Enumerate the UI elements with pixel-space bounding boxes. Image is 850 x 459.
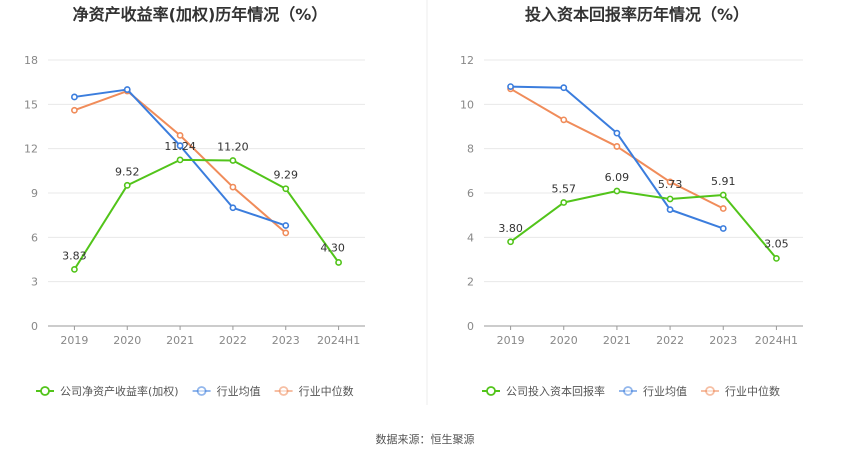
- legend-label: 公司投入资本回报率: [506, 384, 605, 398]
- legend-item[interactable]: 行业中位数: [274, 384, 354, 398]
- x-tick-label: 2021: [166, 334, 194, 347]
- legend-item[interactable]: 行业均值: [619, 385, 687, 398]
- y-tick-label: 6: [31, 231, 38, 244]
- data-point: [176, 131, 184, 139]
- legend-swatch-marker: [705, 386, 715, 396]
- legend-swatch-marker: [623, 386, 633, 396]
- data-point: [560, 199, 568, 206]
- legend-label: 行业中位数: [725, 384, 780, 398]
- y-tick-label: 6: [467, 187, 474, 200]
- roic-chart: 投入资本回报率历年情况（%） 0 2 4 6 8 10 12 2019 2020 2021 2022 2…: [460, 5, 803, 398]
- x-tick-label: 2024H1: [755, 334, 798, 347]
- data-point: [123, 86, 131, 93]
- data-label: 11.24: [164, 140, 196, 153]
- y-tick-label: 18: [24, 54, 38, 67]
- data-point: [176, 142, 184, 150]
- data-label: 3.05: [764, 237, 789, 250]
- legend-label: 行业中位数: [299, 384, 354, 398]
- x-tick-label: 2024H1: [317, 334, 360, 347]
- data-label: 5.73: [658, 178, 683, 191]
- y-tick-label: 9: [31, 187, 38, 200]
- y-tick-label: 15: [24, 98, 38, 111]
- data-label: 5.57: [552, 183, 577, 196]
- data-label: 9.29: [274, 169, 299, 182]
- data-point: [613, 129, 621, 137]
- chart-title: 投入资本回报率历年情况（%）: [525, 5, 749, 24]
- legend-item[interactable]: 行业中位数: [701, 384, 780, 398]
- y-tick-label: 12: [460, 54, 474, 67]
- legend-item[interactable]: 公司投入资本回报率: [482, 384, 605, 398]
- legend-label: 行业均值: [643, 385, 687, 398]
- x-tick-label: 2021: [603, 334, 631, 347]
- chart-title: 净资产收益率(加权)历年情况（%）: [73, 5, 328, 24]
- roe-chart: 净资产收益率(加权)历年情况（%） 0 3 6 9 12 15 18 2019 2020 2021 2…: [24, 5, 365, 398]
- x-tick-label: 2022: [656, 334, 684, 347]
- data-point: [560, 116, 568, 124]
- data-point: [719, 191, 727, 199]
- legend-label: 行业均值: [217, 385, 261, 398]
- data-label: 4.30: [320, 241, 345, 254]
- data-point: [613, 143, 621, 150]
- data-point: [229, 204, 237, 212]
- legend-swatch-marker: [40, 386, 50, 396]
- x-tick-label: 2022: [219, 334, 247, 347]
- data-point: [282, 222, 290, 229]
- x-tick-label: 2019: [60, 334, 88, 347]
- data-label: 9.52: [115, 165, 140, 178]
- x-tick-label: 2020: [113, 334, 141, 347]
- data-point: [71, 93, 78, 101]
- y-tick-label: 0: [31, 320, 38, 333]
- data-point: [560, 84, 568, 92]
- data-label: 5.91: [711, 175, 736, 188]
- data-point: [666, 178, 674, 186]
- data-point: [719, 205, 727, 212]
- data-point: [666, 195, 674, 203]
- x-tick-label: 2023: [709, 334, 737, 347]
- legend-item[interactable]: 公司净资产收益率(加权): [36, 384, 179, 398]
- y-tick-label: 3: [31, 276, 38, 289]
- data-label: 11.20: [217, 140, 249, 153]
- legend-swatch-marker: [278, 386, 289, 396]
- data-point: [282, 229, 290, 237]
- data-point: [773, 254, 780, 262]
- data-point: [335, 259, 342, 266]
- y-tick-label: 0: [467, 320, 474, 333]
- data-point: [71, 266, 78, 273]
- y-tick-label: 12: [24, 143, 38, 156]
- series-line: [509, 190, 778, 260]
- legend-label: 公司净资产收益率(加权): [60, 384, 179, 398]
- legend-swatch-marker: [196, 386, 207, 396]
- data-point: [123, 181, 131, 189]
- data-point: [719, 225, 727, 232]
- data-point: [507, 83, 514, 90]
- y-tick-label: 10: [460, 98, 474, 111]
- data-label: 3.83: [62, 249, 87, 262]
- series-line: [73, 158, 340, 270]
- x-tick-label: 2019: [497, 334, 525, 347]
- data-point: [666, 206, 674, 214]
- data-point: [282, 185, 290, 193]
- y-tick-label: 2: [467, 276, 474, 289]
- data-point: [229, 157, 237, 164]
- data-point: [229, 183, 237, 191]
- data-point: [613, 187, 621, 195]
- data-point: [176, 156, 184, 164]
- data-source-note: 数据来源：恒生聚源: [376, 432, 475, 446]
- data-label: 6.09: [605, 171, 630, 184]
- x-tick-label: 2020: [550, 334, 578, 347]
- y-tick-label: 4: [467, 231, 474, 244]
- data-point: [71, 106, 78, 114]
- x-tick-label: 2023: [272, 334, 300, 347]
- legend-swatch-marker: [486, 386, 496, 396]
- y-tick-label: 8: [467, 143, 474, 156]
- data-point: [507, 238, 514, 246]
- data-label: 3.80: [498, 222, 523, 235]
- legend-item[interactable]: 行业均值: [192, 385, 261, 398]
